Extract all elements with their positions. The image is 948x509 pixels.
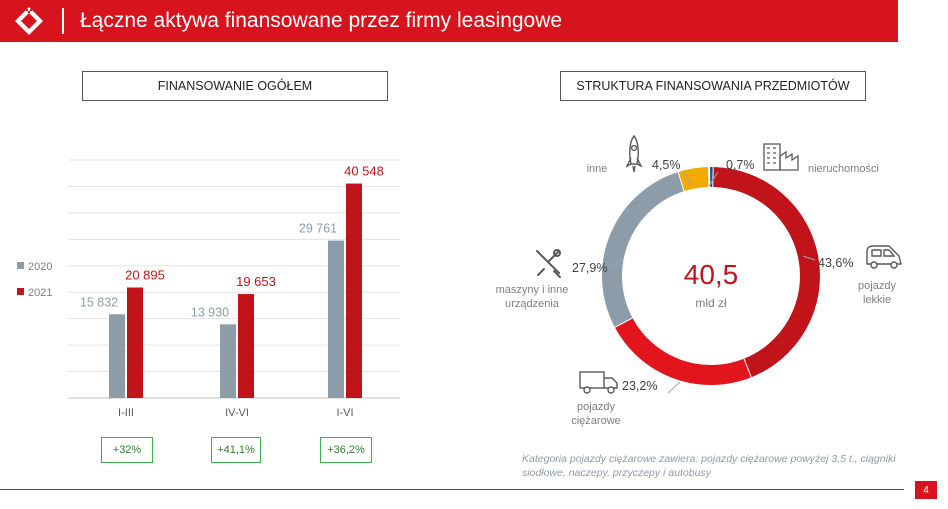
footer-line — [0, 489, 904, 490]
bar-label-2021-I-III: 20 895 — [125, 267, 165, 282]
donut-category-inne: inne — [587, 163, 608, 175]
company-logo-icon — [15, 7, 43, 35]
donut-category-maszyny-i-inne-urządzenia: maszyny i inne urządzenia — [496, 284, 569, 310]
donut-center-unit: mld zł — [695, 296, 727, 310]
bar-label-2020-IV-VI: 13 930 — [191, 305, 229, 319]
bar-2021-I-VI — [346, 183, 362, 398]
donut-center-value: 40,5 — [684, 259, 739, 290]
header-divider — [62, 8, 64, 34]
bar-2020-I-III — [109, 314, 125, 398]
leader-line — [609, 257, 624, 269]
leader-line — [802, 255, 816, 261]
left-panel-title: FINANSOWANIE OGÓŁEM — [82, 71, 388, 101]
building-icon — [763, 143, 799, 171]
legend-label-2020: 2020 — [28, 261, 52, 273]
legend-label-2021: 2021 — [28, 287, 52, 299]
bar-2021-IV-VI — [238, 294, 254, 398]
donut-separator — [622, 316, 633, 324]
x-tick-I-III: I-III — [118, 407, 134, 419]
bar-chart: 15 832 20 895 I-III 13 930 19 653 IV-VI 29 761… — [17, 159, 400, 419]
truck-icon — [579, 371, 618, 394]
donut-pct-nieruchomości: 0,7% — [726, 158, 755, 172]
donut-pct-pojazdy-lekkie: 43,6% — [818, 256, 853, 270]
donut-chart: 43,6% pojazdy lekkie 23,2%pojazdy ciężarowe 2… — [496, 134, 902, 427]
donut-slice-inne — [678, 167, 710, 192]
rocket-icon — [625, 134, 643, 173]
header-bar — [0, 0, 898, 42]
x-tick-IV-VI: IV-VI — [225, 407, 249, 419]
donut-separator — [746, 367, 752, 378]
right-panel-title: STRUKTURA FINANSOWANIA PRZEDMIOTÓW — [560, 71, 866, 101]
footnote: Kategoria pojazdy ciężarowe zawiera: poj… — [522, 453, 896, 479]
growth-badge-i-iii: +32% — [101, 437, 153, 463]
bar-2020-IV-VI — [220, 324, 236, 398]
leader-line — [708, 171, 719, 187]
bar-2021-I-III — [127, 287, 143, 398]
bar-label-2020-I-VI: 29 761 — [299, 222, 337, 236]
donut-category-nieruchomości: nieruchomości — [808, 163, 879, 175]
donut-slice-pojazdy-ciężarowe — [614, 317, 751, 385]
donut-slice-pojazdy-lekkie — [713, 167, 820, 378]
legend-swatch-2021 — [17, 288, 24, 295]
growth-badge-iv-vi: +41,1% — [211, 437, 261, 463]
page-number: 4 — [915, 481, 937, 499]
donut-slice-maszyny-i-inne-urządzenia — [602, 171, 685, 327]
donut-pct-inne: 4,5% — [652, 158, 681, 172]
leader-line — [682, 171, 693, 187]
x-tick-I-VI: I-VI — [336, 407, 353, 419]
donut-separator — [680, 181, 686, 192]
bar-label-2021-I-VI: 40 548 — [344, 164, 384, 179]
car-icon — [866, 245, 902, 269]
leader-line — [667, 381, 681, 394]
bar-label-2021-IV-VI: 19 653 — [236, 274, 276, 289]
bar-2020-I-VI — [328, 240, 344, 398]
bar-label-2020-I-III: 15 832 — [80, 295, 118, 309]
growth-badge-i-vi: +36,2% — [320, 437, 372, 463]
donut-pct-pojazdy-ciężarowe: 23,2% — [622, 379, 657, 393]
donut-category-pojazdy-ciężarowe: pojazdy ciężarowe — [571, 401, 621, 427]
legend-swatch-2020 — [17, 262, 24, 269]
slide-title: Łączne aktywa finansowane przez firmy le… — [80, 9, 563, 32]
tools-icon — [536, 249, 561, 278]
donut-pct-maszyny-i-inne-urządzenia: 27,9% — [572, 261, 607, 275]
donut-category-pojazdy-lekkie: pojazdy lekkie — [858, 280, 896, 306]
